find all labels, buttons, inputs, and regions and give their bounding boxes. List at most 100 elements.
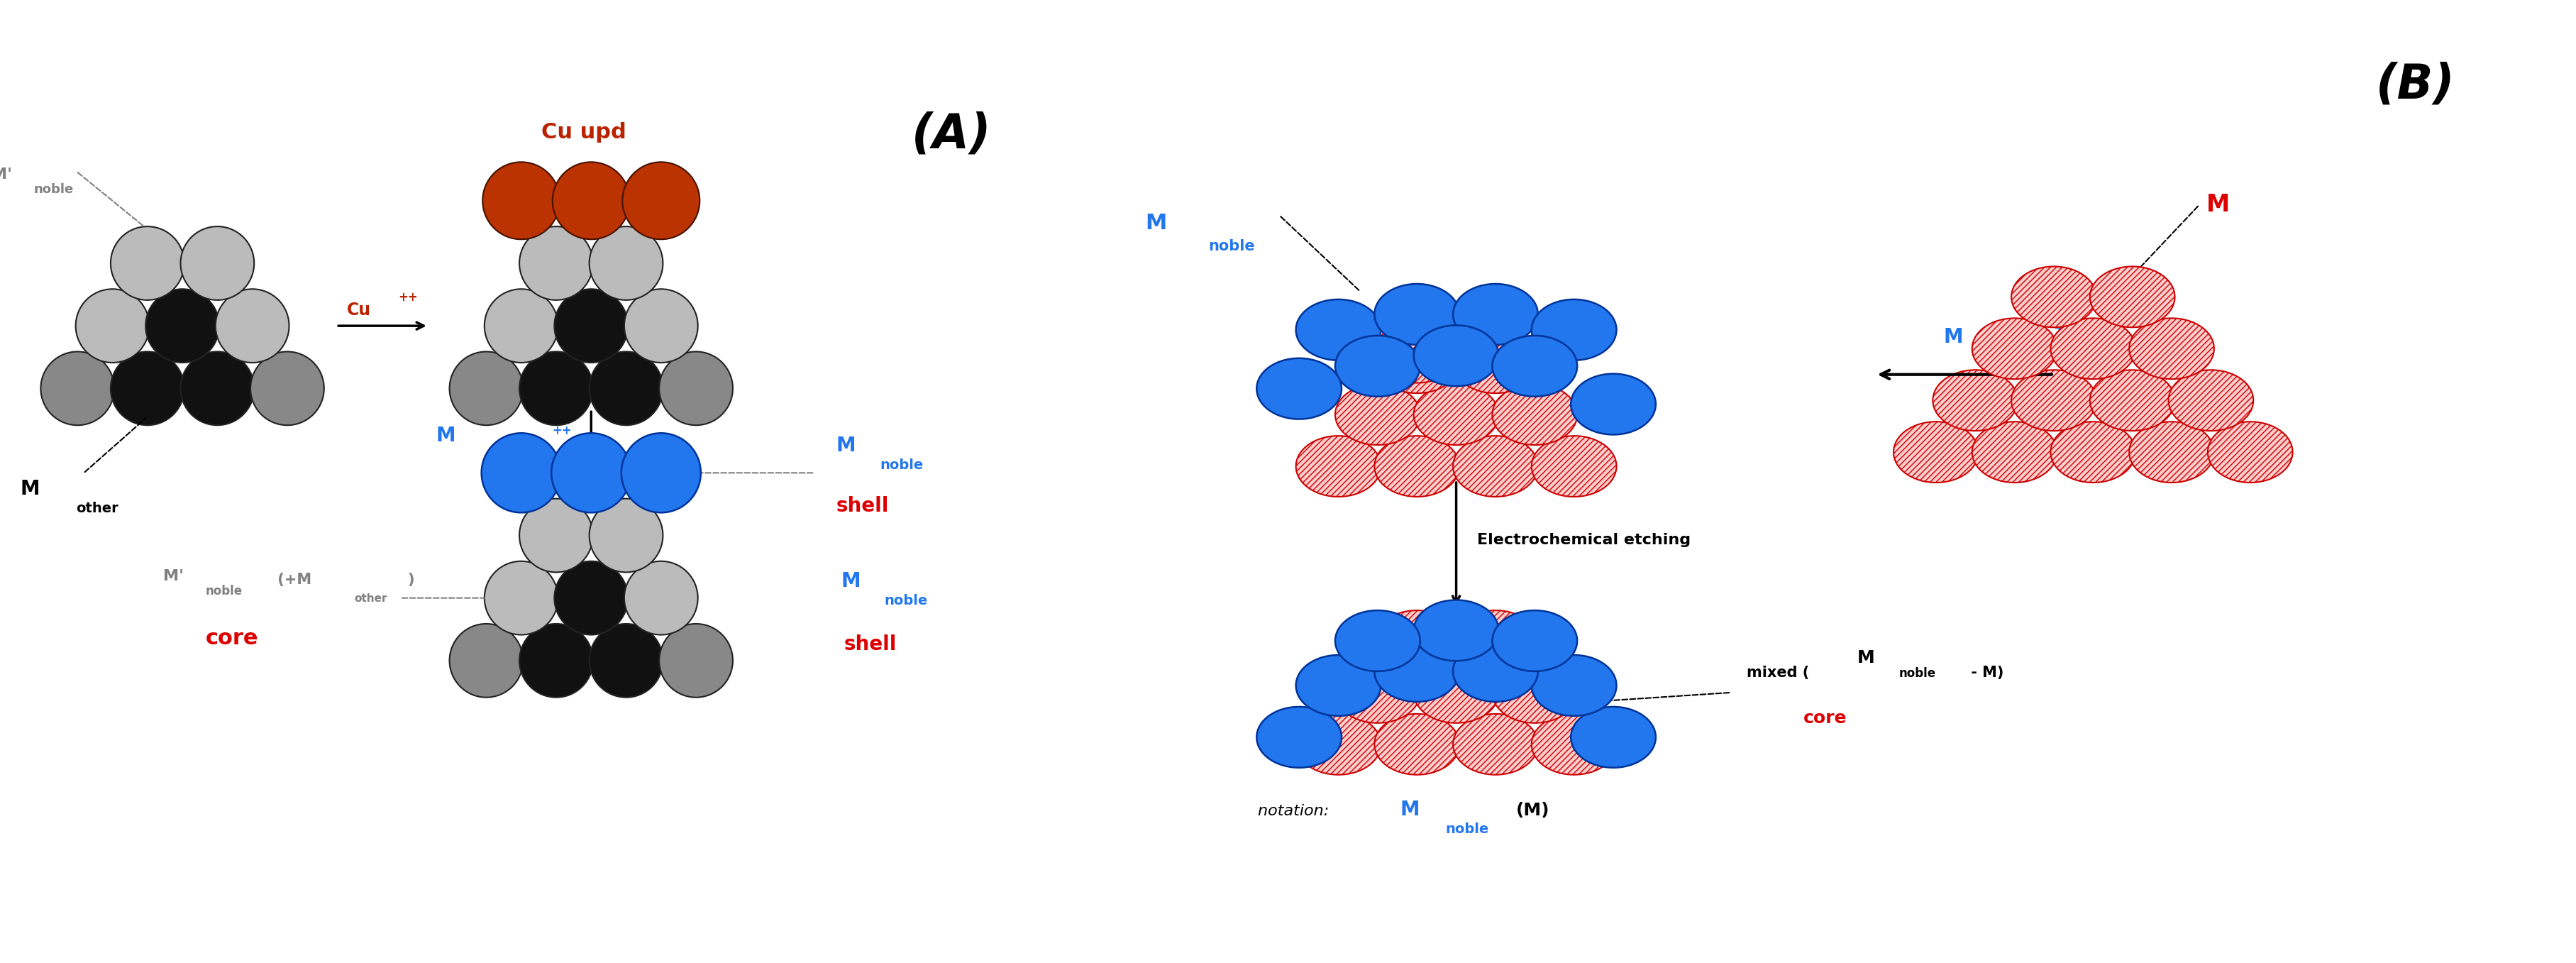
- Ellipse shape: [623, 289, 698, 363]
- Text: noble: noble: [1989, 350, 2032, 363]
- Ellipse shape: [448, 624, 523, 697]
- Ellipse shape: [216, 289, 289, 363]
- Ellipse shape: [2050, 422, 2136, 482]
- Ellipse shape: [1453, 714, 1538, 775]
- Ellipse shape: [1414, 384, 1499, 445]
- Ellipse shape: [551, 162, 629, 240]
- Text: M: M: [2205, 194, 2231, 217]
- Text: $\mathbf{M}$: $\mathbf{M}$: [1144, 213, 1167, 234]
- Ellipse shape: [520, 351, 592, 426]
- Ellipse shape: [1296, 655, 1381, 716]
- Ellipse shape: [590, 624, 662, 697]
- Ellipse shape: [590, 351, 662, 426]
- Ellipse shape: [1414, 600, 1499, 661]
- Ellipse shape: [1453, 332, 1538, 393]
- Ellipse shape: [1932, 370, 2017, 430]
- Ellipse shape: [111, 351, 185, 426]
- Ellipse shape: [2012, 370, 2097, 430]
- Ellipse shape: [1893, 422, 1978, 482]
- Ellipse shape: [180, 351, 255, 426]
- Ellipse shape: [520, 624, 592, 697]
- Ellipse shape: [623, 561, 698, 635]
- Text: Electrochemical etching: Electrochemical etching: [1479, 533, 1690, 547]
- Text: noble: noble: [1899, 667, 1937, 680]
- Ellipse shape: [1492, 336, 1577, 397]
- Ellipse shape: [2089, 370, 2174, 430]
- Ellipse shape: [1334, 611, 1419, 671]
- Ellipse shape: [482, 433, 562, 512]
- Ellipse shape: [147, 289, 219, 363]
- Ellipse shape: [1973, 422, 2058, 482]
- Ellipse shape: [250, 351, 325, 426]
- Ellipse shape: [1414, 663, 1499, 723]
- Text: core: core: [1803, 710, 1847, 727]
- Text: $\mathbf{M}$: $\mathbf{M}$: [1857, 649, 1873, 666]
- Ellipse shape: [1533, 299, 1618, 360]
- Text: noble: noble: [492, 452, 536, 465]
- Text: ): ): [407, 572, 415, 586]
- Ellipse shape: [1453, 641, 1538, 702]
- Ellipse shape: [484, 561, 559, 635]
- Text: $\mathbf{M}$: $\mathbf{M}$: [21, 479, 39, 499]
- Ellipse shape: [659, 624, 732, 697]
- Text: $\mathbf{M}$: $\mathbf{M}$: [435, 426, 453, 446]
- Ellipse shape: [1376, 322, 1461, 383]
- Ellipse shape: [111, 226, 185, 300]
- Text: mixed (: mixed (: [1747, 665, 1808, 680]
- Ellipse shape: [520, 226, 592, 300]
- Text: $\mathbf{M}$: $\mathbf{M}$: [835, 436, 855, 455]
- Ellipse shape: [1453, 611, 1538, 671]
- Text: (+M: (+M: [273, 572, 312, 586]
- Ellipse shape: [623, 162, 701, 240]
- Ellipse shape: [554, 561, 629, 635]
- Ellipse shape: [2012, 267, 2097, 327]
- Ellipse shape: [1571, 374, 1656, 434]
- Ellipse shape: [1296, 299, 1381, 360]
- Text: Cu upd: Cu upd: [541, 121, 626, 143]
- Ellipse shape: [482, 162, 559, 240]
- Text: other: other: [77, 502, 118, 515]
- Text: ++: ++: [397, 291, 417, 304]
- Ellipse shape: [1973, 318, 2058, 379]
- Ellipse shape: [1571, 707, 1656, 768]
- Ellipse shape: [41, 351, 113, 426]
- Ellipse shape: [1376, 611, 1461, 671]
- Text: ++: ++: [2053, 322, 2074, 335]
- Text: (A): (A): [912, 111, 992, 158]
- Ellipse shape: [1453, 436, 1538, 497]
- Ellipse shape: [520, 499, 592, 572]
- Text: notation:: notation:: [1257, 804, 1334, 818]
- Ellipse shape: [659, 351, 732, 426]
- Text: noble: noble: [881, 458, 922, 472]
- Ellipse shape: [448, 351, 523, 426]
- Ellipse shape: [1376, 332, 1461, 393]
- Ellipse shape: [1376, 436, 1461, 497]
- Text: ++: ++: [551, 425, 572, 437]
- Text: $\mathbf{M}$: $\mathbf{M}$: [1942, 327, 1963, 347]
- Text: core: core: [206, 628, 258, 648]
- Text: (M): (M): [1517, 801, 1551, 819]
- Text: noble: noble: [1445, 822, 1489, 836]
- Text: Cu: Cu: [348, 301, 371, 319]
- Ellipse shape: [1492, 384, 1577, 445]
- Ellipse shape: [2050, 318, 2136, 379]
- Ellipse shape: [1414, 325, 1499, 386]
- Ellipse shape: [590, 499, 662, 572]
- Text: M': M': [0, 168, 13, 182]
- Ellipse shape: [551, 433, 631, 512]
- Ellipse shape: [75, 289, 149, 363]
- Ellipse shape: [1376, 641, 1461, 702]
- Ellipse shape: [554, 289, 629, 363]
- Ellipse shape: [1492, 611, 1577, 671]
- Ellipse shape: [1453, 284, 1538, 345]
- Ellipse shape: [2169, 370, 2254, 430]
- Text: (B): (B): [2375, 62, 2455, 108]
- Text: shell: shell: [835, 496, 889, 516]
- Ellipse shape: [2130, 422, 2215, 482]
- Ellipse shape: [1334, 336, 1419, 397]
- Ellipse shape: [1376, 284, 1461, 345]
- Ellipse shape: [590, 226, 662, 300]
- Ellipse shape: [2130, 318, 2215, 379]
- Ellipse shape: [1257, 707, 1342, 768]
- Ellipse shape: [1533, 655, 1618, 716]
